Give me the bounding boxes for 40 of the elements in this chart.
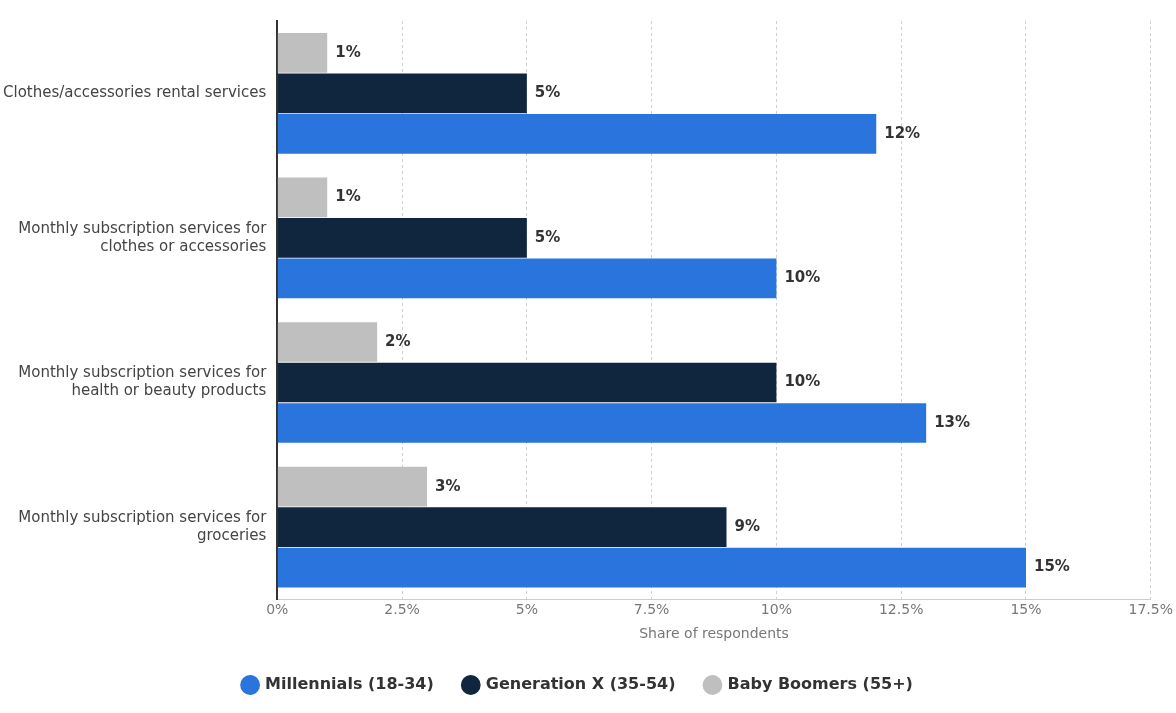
data-label: 15% [1033, 557, 1070, 576]
bar [277, 218, 527, 258]
data-label: 5% [534, 83, 561, 102]
y-tick-label: Monthly subscription services for clothes or accessories [18, 218, 268, 255]
data-label: 2% [385, 331, 411, 350]
x-tick-label: 17.5% [1128, 601, 1173, 618]
data-label: 10% [784, 372, 821, 391]
data-label: 1% [335, 42, 361, 61]
bar [277, 403, 927, 443]
data-label: 3% [435, 476, 461, 495]
y-tick-label: Monthly subscription services for health or beauty products [18, 363, 268, 400]
y-tick-label: Monthly subscription services for groceries [18, 507, 268, 544]
data-label: 13% [934, 412, 971, 431]
bar [277, 32, 328, 73]
x-tick-label: 0% [266, 601, 289, 618]
data-label: 12% [884, 123, 921, 142]
x-tick-label: 5% [515, 601, 538, 618]
bar [277, 177, 328, 218]
bar [277, 362, 777, 403]
data-label: 10% [784, 268, 821, 287]
bar [277, 113, 877, 154]
bar [277, 258, 777, 299]
bar [277, 466, 428, 507]
y-tick-label: Clothes/accessories rental services [2, 83, 267, 102]
data-label: 1% [335, 187, 361, 206]
x-tick-label: 10% [760, 601, 792, 618]
x-tick-label: 7.5% [633, 601, 670, 618]
bar [277, 547, 1026, 588]
bar [277, 322, 378, 362]
bar [277, 507, 727, 547]
legend-label: Millennials (18-34) [265, 674, 434, 694]
data-label: 5% [534, 227, 561, 246]
x-tick-label: 2.5% [384, 601, 420, 618]
bar [277, 73, 527, 114]
x-tick-label: 12.5% [878, 601, 924, 618]
legend-label: Generation X (35-54) [485, 674, 676, 694]
data-label: 9% [734, 516, 760, 535]
legend-label: Baby Boomers (55+) [727, 674, 913, 694]
x-axis-title: Share of respondents [639, 625, 789, 642]
x-tick-label: 15% [1010, 601, 1042, 618]
